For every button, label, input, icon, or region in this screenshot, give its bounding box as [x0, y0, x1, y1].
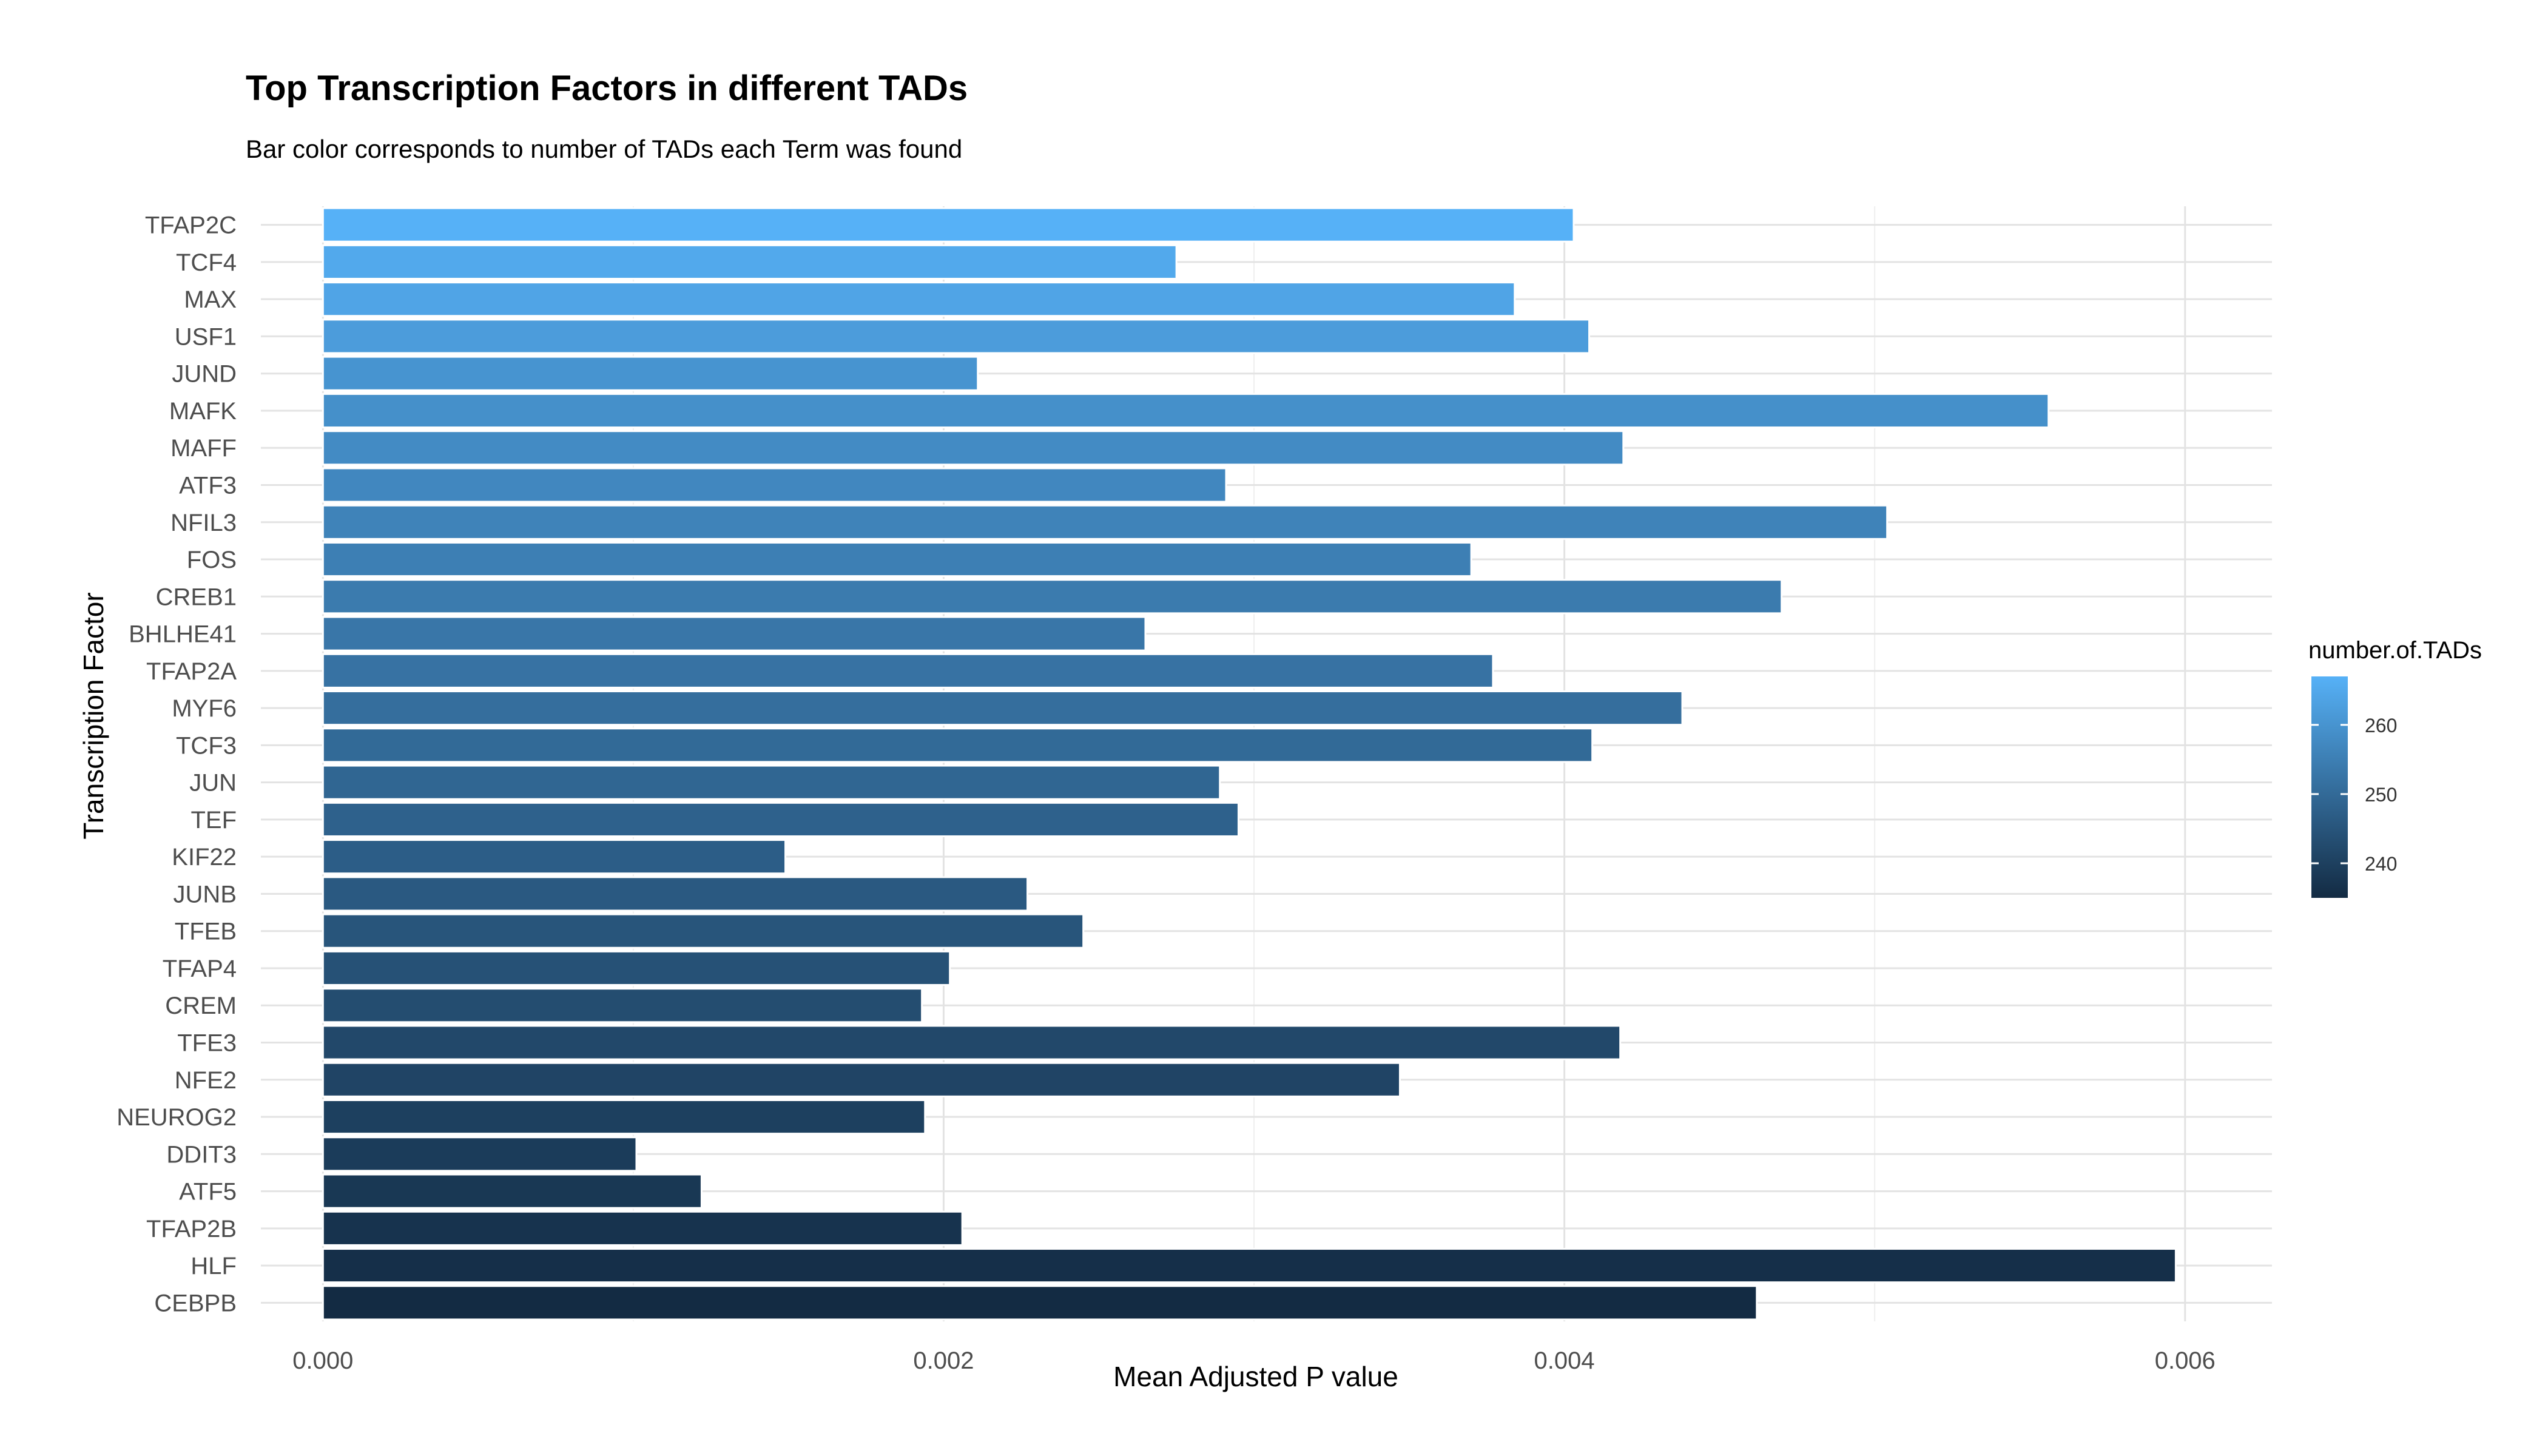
y-tick-label: MAFK [169, 398, 237, 425]
legend-tick-label: 250 [2365, 784, 2397, 806]
legend-tick-label: 240 [2365, 853, 2397, 875]
bar-tfap2c [322, 207, 1575, 243]
y-tick-label: TFAP2C [145, 212, 237, 239]
bar-myf6 [322, 690, 1684, 726]
y-tick-label: KIF22 [172, 844, 237, 871]
y-tick-label: TEF [190, 807, 237, 834]
y-axis-label: Transcription Factor [78, 592, 109, 839]
chart-title: Top Transcription Factors in different T… [246, 69, 968, 108]
bar-series [322, 207, 2177, 1321]
y-tick-label: ATF3 [179, 473, 237, 499]
bar-tfap2a [322, 653, 1494, 689]
y-tick-label: TFAP2A [146, 658, 237, 685]
legend-colorbar [2311, 676, 2348, 898]
bar-ddit3 [322, 1136, 638, 1172]
y-tick-label: TFAP2B [146, 1216, 237, 1242]
bar-hlf [322, 1248, 2177, 1284]
x-tick-label: 0.004 [1534, 1347, 1595, 1374]
bar-jund [322, 356, 979, 391]
bar-tcf4 [322, 244, 1178, 280]
y-tick-label: MAFF [170, 435, 237, 462]
bar-atf3 [322, 467, 1227, 503]
legend-ticks: 240 250 260 [2311, 715, 2397, 875]
legend: number.of.TADs 240 250 260 [2308, 637, 2482, 898]
x-tick-label: 0.006 [2155, 1347, 2216, 1374]
y-tick-label: TCF3 [176, 732, 237, 759]
bar-tfeb [322, 913, 1085, 949]
bar-jun [322, 764, 1221, 800]
bar-creb1 [322, 579, 1783, 615]
bar-nfil3 [322, 504, 1889, 540]
y-tick-label: USF1 [175, 323, 237, 350]
y-tick-label: HLF [190, 1253, 237, 1279]
bar-max [322, 281, 1516, 317]
bar-usf1 [322, 318, 1591, 354]
y-tick-label: CEBPB [154, 1290, 237, 1316]
y-tick-label: MAX [184, 286, 237, 313]
y-tick-label: NFE2 [175, 1067, 237, 1094]
bar-mafk [322, 393, 2050, 429]
x-axis-label: Mean Adjusted P value [1113, 1361, 1398, 1392]
y-tick-label: TCF4 [176, 249, 237, 276]
bar-tef [322, 801, 1239, 837]
y-tick-labels: TFAP2C TCF4 MAX USF1 JUND MAFK MAFF ATF3 NFIL3 FO… [116, 212, 237, 1317]
bar-atf5 [322, 1173, 703, 1209]
bar-maff [322, 430, 1625, 466]
y-tick-label: ATF5 [179, 1179, 237, 1205]
x-tick-labels: 0.000 0.002 0.004 0.006 [292, 1347, 2216, 1374]
y-tick-label: TFAP4 [163, 956, 237, 982]
y-tick-label: FOS [187, 547, 237, 573]
y-tick-label: NFIL3 [170, 510, 237, 536]
bar-junb [322, 876, 1029, 912]
bar-bhlhe41 [322, 616, 1147, 652]
bar-cebpb [322, 1285, 1758, 1321]
y-tick-label: MYF6 [172, 695, 237, 722]
legend-title: number.of.TADs [2308, 637, 2482, 664]
y-tick-label: NEUROG2 [116, 1104, 237, 1131]
bar-tcf3 [322, 727, 1594, 763]
bar-kif22 [322, 839, 787, 875]
bar-fos [322, 541, 1472, 578]
y-tick-label: JUN [189, 770, 237, 797]
bar-neurog2 [322, 1099, 926, 1135]
legend-tick-label: 260 [2365, 715, 2397, 736]
y-tick-label: JUNB [174, 881, 237, 908]
y-tick-label: TFEB [175, 918, 237, 945]
x-tick-label: 0.000 [292, 1347, 353, 1374]
y-tick-label: BHLHE41 [129, 621, 237, 648]
y-tick-label: TFE3 [177, 1030, 237, 1057]
x-tick-label: 0.002 [913, 1347, 974, 1374]
y-tick-label: DDIT3 [166, 1141, 237, 1168]
y-tick-label: CREM [165, 993, 237, 1019]
bar-tfe3 [322, 1025, 1622, 1060]
bar-tfap2b [322, 1210, 963, 1246]
y-tick-label: JUND [172, 361, 237, 388]
bar-tfap4 [322, 950, 951, 986]
bar-nfe2 [322, 1062, 1401, 1097]
bar-crem [322, 988, 923, 1023]
chart-subtitle: Bar color corresponds to number of TADs … [246, 135, 963, 163]
y-tick-label: CREB1 [156, 584, 237, 610]
